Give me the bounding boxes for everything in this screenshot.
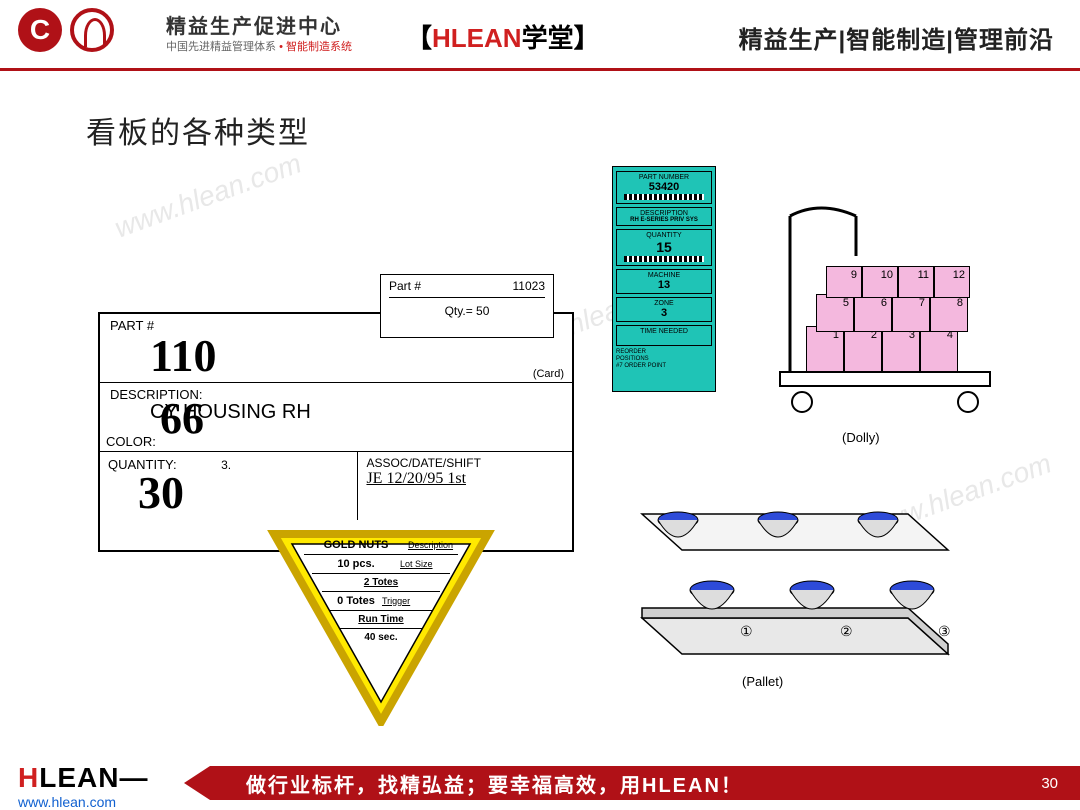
bracket-l: 【 xyxy=(406,23,432,53)
svg-text:②: ② xyxy=(840,623,853,639)
dolly-label: (Dolly) xyxy=(842,430,880,445)
header: C 精益生产促进中心 中国先进精益管理体系 • 智能制造系统 【HLEAN学堂】… xyxy=(0,0,1080,71)
dolly-box: 11 xyxy=(898,266,934,298)
teal-foot1: REORDER xyxy=(616,349,712,356)
assoc-value: JE 12/20/95 1st xyxy=(366,470,564,488)
svg-text:③: ③ xyxy=(938,623,951,639)
bracket-r: 】 xyxy=(574,23,600,53)
tri-r4: Run Time xyxy=(340,611,422,629)
pallet-illustration: ① ② ③ xyxy=(608,498,978,668)
teal-kanban-tag: PART NUMBER53420 DESCRIPTIONRH E-SERIES … xyxy=(612,166,716,392)
dolly-box: 8 xyxy=(930,294,968,332)
qty-value: 30 xyxy=(138,470,349,516)
hand-66: 66 xyxy=(160,397,204,441)
logo-sub1: 中国先进精益管理体系 xyxy=(166,41,276,53)
footer-bar: 做行业标杆，找精弘益；要幸福高效，用HLEAN！ xyxy=(210,766,1080,800)
dolly-box: 7 xyxy=(892,294,930,332)
kanban-card-small: Part # 11023 Qty.= 50 xyxy=(380,274,554,338)
teal-time-hd: TIME NEEDED xyxy=(618,328,710,335)
dolly-box: 9 xyxy=(826,266,862,298)
pallet-icon: ① ② ③ xyxy=(608,498,978,668)
teal-mach-val: 13 xyxy=(618,279,710,291)
dolly-illustration: 1 2 3 4 5 6 7 8 9 10 11 12 xyxy=(760,196,1010,436)
teal-desc-hd: DESCRIPTION xyxy=(618,210,710,217)
watermark: www.hlean.com xyxy=(110,147,305,244)
teal-mach-hd: MACHINE xyxy=(618,272,710,279)
kanban-card-large: PART # 110 (Card) DESCRIPTION: CY HOUSIN… xyxy=(98,312,574,552)
teal-part-val: 53420 xyxy=(618,181,710,193)
footer-triangle-icon xyxy=(184,766,210,800)
pallet-label: (Pallet) xyxy=(742,674,783,689)
dolly-box: 6 xyxy=(854,294,892,332)
qty-top: 3. xyxy=(221,458,231,472)
tri-title: GOLD NUTS xyxy=(304,539,408,551)
page-title: 看板的各种类型 xyxy=(86,108,310,152)
dolly-box: 10 xyxy=(862,266,898,298)
color-label: COLOR: xyxy=(106,434,156,449)
logo-group: C xyxy=(18,8,114,52)
logo-sub2: 智能制造系统 xyxy=(286,41,352,53)
dolly-box: 4 xyxy=(920,326,958,372)
dolly-box: 3 xyxy=(882,326,920,372)
teal-zone-hd: ZONE xyxy=(618,300,710,307)
tri-r2: 2 Totes xyxy=(322,574,440,592)
tri-r3: 0 Totes xyxy=(330,595,382,607)
sm-part-value: 11023 xyxy=(513,279,545,293)
teal-foot3: #7 ORDER POINT xyxy=(616,363,712,370)
tri-r3r: Trigger xyxy=(382,596,432,606)
teal-part-hd: PART NUMBER xyxy=(618,174,710,181)
header-nav: 精益生产|智能制造|管理前沿 xyxy=(739,20,1054,55)
tri-r1r: Lot Size xyxy=(400,559,450,569)
sm-qty: Qty.= 50 xyxy=(389,298,545,318)
brand-hlean: HLEAN xyxy=(432,23,522,53)
teal-foot2: POSITIONS xyxy=(616,356,712,363)
dolly-box: 12 xyxy=(934,266,970,298)
brand-xuetang: 学堂 xyxy=(522,23,574,53)
footer-url: www.hlean.com xyxy=(18,794,116,810)
teal-qty-hd: QUANTITY xyxy=(618,232,710,239)
svg-text:①: ① xyxy=(740,623,753,639)
footer-logo: HLEAN— xyxy=(18,762,143,794)
dolly-box: 2 xyxy=(844,326,882,372)
card-word: (Card) xyxy=(533,368,564,380)
logo-c-icon: C xyxy=(18,8,62,52)
assoc-label: ASSOC/DATE/SHIFT xyxy=(366,456,564,470)
tri-title-r: Description xyxy=(408,540,458,550)
tri-r1: 10 pcs. xyxy=(312,558,400,570)
dolly-box: 1 xyxy=(806,326,844,372)
logo-ring-icon xyxy=(70,8,114,52)
teal-desc-val: RH E-SERIES PRIV SYS xyxy=(618,217,710,223)
dolly-box: 5 xyxy=(816,294,854,332)
logo-subtitle: 中国先进精益管理体系 • 智能制造系统 xyxy=(166,38,352,54)
triangle-kanban: GOLD NUTSDescription 10 pcs.Lot Size 2 T… xyxy=(266,526,496,726)
footer-logo-rest: LEAN xyxy=(39,762,119,793)
teal-qty-val: 15 xyxy=(618,239,710,255)
sm-part-label: Part # xyxy=(389,279,421,293)
footer: HLEAN— www.hlean.com 做行业标杆，找精弘益；要幸福高效，用H… xyxy=(0,754,1080,810)
logo-title: 精益生产促进中心 xyxy=(166,10,342,39)
part-value: 110 xyxy=(150,333,562,379)
slide: C 精益生产促进中心 中国先进精益管理体系 • 智能制造系统 【HLEAN学堂】… xyxy=(0,0,1080,810)
page-number: 30 xyxy=(1041,775,1058,792)
tri-r5: 40 sec. xyxy=(304,629,458,643)
teal-zone-val: 3 xyxy=(618,307,710,319)
footer-logo-h: H xyxy=(18,762,39,793)
brand-box: 【HLEAN学堂】 xyxy=(406,18,600,55)
